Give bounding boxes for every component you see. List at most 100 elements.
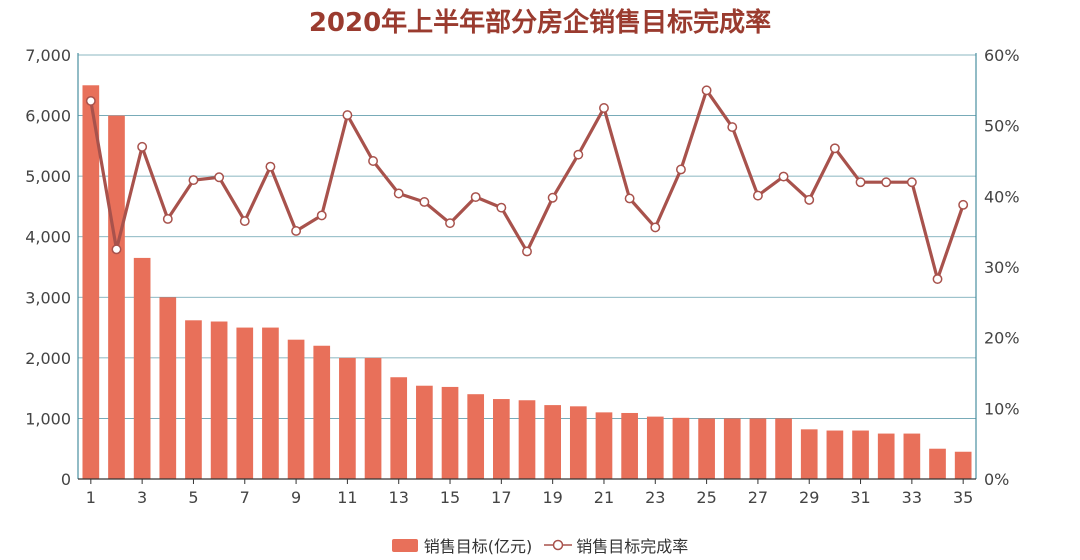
- bar: [133, 257, 151, 479]
- x-tick-label: 19: [542, 488, 562, 507]
- bar: [749, 418, 767, 479]
- rate-point: [547, 192, 558, 203]
- bar: [210, 321, 228, 479]
- rate-point: [727, 122, 738, 133]
- rate-point: [829, 143, 840, 154]
- y-left-tick-label: 7,000: [25, 46, 71, 65]
- rate-point: [599, 103, 609, 113]
- bar: [929, 448, 946, 479]
- rate-point: [291, 226, 302, 236]
- rate-point: [342, 110, 353, 121]
- legend-line-swatch: [544, 539, 573, 551]
- x-tick-label: 11: [337, 488, 357, 507]
- x-tick-label: 13: [389, 488, 409, 507]
- rate-point: [239, 216, 250, 227]
- bar: [877, 433, 895, 479]
- x-tick-label: 1: [86, 488, 96, 507]
- legend-bar-label: 销售目标(亿元): [423, 537, 533, 556]
- x-tick-label: 29: [799, 488, 819, 507]
- y-right-tick-label: 40%: [984, 187, 1020, 206]
- bar: [569, 406, 587, 479]
- rate-point: [701, 85, 712, 96]
- rate-point: [445, 218, 455, 229]
- rate-point: [675, 164, 686, 175]
- bar: [672, 417, 690, 479]
- axes: 0 1,000 2,000 3,000 4,000 5,000 6,000 7,000 0% 10…: [25, 46, 1019, 507]
- x-tick-label: 25: [696, 488, 716, 507]
- line-series: [85, 85, 969, 284]
- x-tick-label: 15: [440, 488, 460, 507]
- bar: [416, 385, 433, 479]
- legend-item-bar[interactable]: 销售目标(亿元): [391, 533, 533, 557]
- bar-series: [82, 85, 972, 480]
- rate-point: [419, 197, 430, 207]
- rate-point: [650, 222, 661, 233]
- rate-point: [958, 199, 969, 210]
- x-tick-label: 9: [291, 488, 301, 507]
- bar: [313, 345, 331, 479]
- x-tick-label: 35: [953, 488, 973, 507]
- bar: [441, 386, 459, 479]
- grid-lines: [78, 54, 976, 419]
- y-right-tick-label: 10%: [984, 399, 1020, 418]
- y-left-tick-label: 2,000: [25, 349, 71, 368]
- bar: [82, 85, 100, 480]
- bar: [159, 297, 177, 479]
- rate-point: [470, 192, 481, 202]
- rate-point: [496, 202, 507, 213]
- rate-point: [137, 141, 148, 152]
- bar: [236, 327, 254, 479]
- y-right-tick-label: 30%: [984, 258, 1020, 277]
- y-right-tick-label: 50%: [984, 117, 1020, 136]
- x-tick-label: 33: [902, 488, 922, 507]
- y-left-tick-label: 4,000: [25, 228, 71, 247]
- x-tick-label: 23: [645, 488, 665, 507]
- rate-point: [752, 190, 763, 201]
- bar: [903, 433, 921, 479]
- bar: [262, 327, 279, 479]
- rate-point: [162, 213, 173, 224]
- x-tick-label: 5: [188, 488, 198, 507]
- bar: [544, 405, 561, 479]
- x-tick-label: 27: [748, 488, 768, 507]
- bar: [493, 399, 510, 479]
- legend: 销售目标(亿元) 销售目标完成率: [0, 533, 1080, 557]
- y-left-tick-label: 1,000: [25, 409, 71, 428]
- bar: [518, 400, 536, 479]
- x-tick-label: 3: [137, 488, 147, 507]
- rate-point: [932, 274, 943, 284]
- x-tick-label: 21: [594, 488, 614, 507]
- rate-point: [393, 188, 404, 199]
- x-tick-label: 7: [240, 488, 250, 507]
- bar: [467, 394, 485, 479]
- rate-point: [111, 244, 122, 255]
- rate-point: [316, 210, 327, 221]
- rate-point: [368, 156, 379, 166]
- y-right-tick-label: 60%: [984, 46, 1020, 65]
- rate-point: [624, 193, 635, 204]
- y-right-tick-label: 20%: [984, 329, 1020, 348]
- rate-point: [855, 177, 866, 188]
- rate-point: [881, 177, 892, 188]
- bar: [339, 357, 356, 479]
- bar: [646, 416, 664, 479]
- rate-point: [85, 95, 96, 106]
- x-tick-label: 31: [850, 488, 870, 507]
- y-left-tick-label: 3,000: [25, 288, 71, 307]
- y-right-tick-label: 0%: [984, 470, 1009, 489]
- chart-title: 2020年上半年部分房企销售目标完成率: [308, 8, 772, 38]
- bar: [698, 418, 715, 479]
- rate-point: [778, 171, 789, 182]
- bar: [185, 320, 202, 479]
- rate-point: [573, 149, 584, 160]
- bar: [287, 339, 305, 479]
- bar: [364, 357, 382, 479]
- y-left-tick-label: 0: [61, 470, 71, 489]
- bar: [800, 429, 818, 479]
- rate-point: [906, 177, 917, 188]
- bar: [621, 412, 638, 479]
- rate-point: [214, 172, 225, 183]
- legend-item-line[interactable]: 销售目标完成率: [544, 533, 688, 557]
- rate-point: [265, 161, 276, 172]
